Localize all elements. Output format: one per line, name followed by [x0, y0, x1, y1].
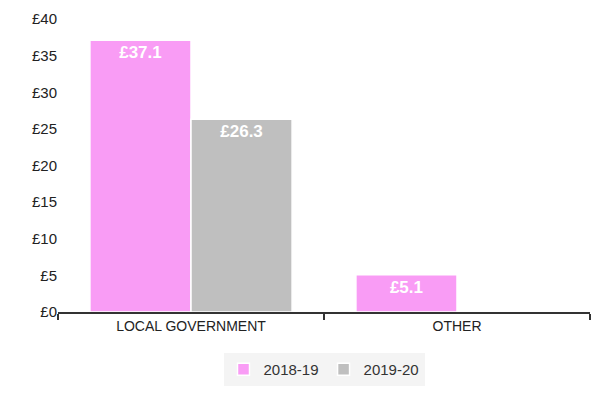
svg-text:2018-19: 2018-19	[264, 361, 319, 378]
svg-text:£25: £25	[32, 120, 57, 137]
svg-text:LOCAL GOVERNMENT: LOCAL GOVERNMENT	[116, 318, 266, 334]
svg-text:£40: £40	[32, 10, 57, 27]
svg-text:£10: £10	[32, 230, 57, 247]
svg-text:£5.1: £5.1	[390, 278, 423, 297]
svg-text:£26.3: £26.3	[220, 122, 263, 141]
svg-text:£20: £20	[32, 157, 57, 174]
svg-text:2019-20: 2019-20	[364, 361, 419, 378]
svg-text:£30: £30	[32, 84, 57, 101]
svg-text:£15: £15	[32, 193, 57, 210]
svg-text:£5: £5	[40, 267, 57, 284]
svg-text:£37.1: £37.1	[119, 43, 162, 62]
svg-text:£35: £35	[32, 47, 57, 64]
svg-text:OTHER: OTHER	[433, 318, 482, 334]
svg-text:£0: £0	[40, 303, 57, 320]
